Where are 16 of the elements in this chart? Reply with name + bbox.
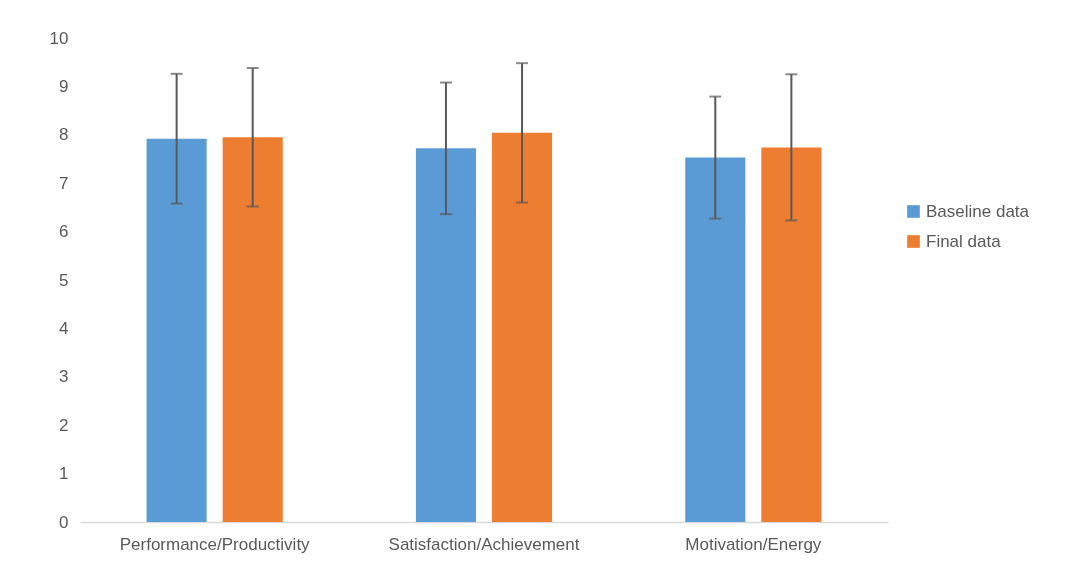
y-tick-label: 5 — [59, 270, 69, 290]
legend-label: Baseline data — [926, 201, 1030, 221]
y-tick-label: 8 — [59, 125, 69, 145]
x-tick-label: Performance/Productivity — [119, 534, 311, 554]
y-tick-label: 7 — [59, 173, 69, 193]
y-tick-label: 4 — [59, 318, 69, 338]
y-tick-label: 3 — [59, 367, 69, 387]
y-tick-label: 9 — [59, 76, 69, 96]
y-tick-label: 1 — [59, 464, 69, 484]
legend-label: Final data — [926, 231, 1002, 251]
y-tick-label: 2 — [59, 415, 69, 435]
y-tick-label: 10 — [49, 28, 69, 48]
x-tick-label: Motivation/Energy — [685, 534, 822, 554]
y-tick-label: 0 — [59, 512, 69, 532]
y-tick-label: 6 — [59, 222, 69, 242]
x-tick-label: Satisfaction/Achievement — [388, 534, 580, 554]
